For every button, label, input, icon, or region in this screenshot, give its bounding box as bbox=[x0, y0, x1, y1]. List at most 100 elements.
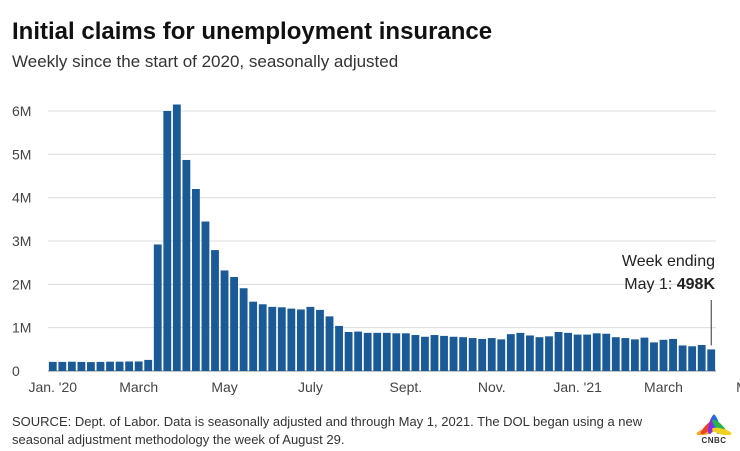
bar bbox=[516, 332, 525, 371]
y-tick-label: 0 bbox=[12, 363, 20, 379]
bar bbox=[411, 335, 420, 371]
bar bbox=[67, 361, 76, 371]
bar bbox=[192, 189, 200, 371]
bar bbox=[421, 336, 429, 371]
bar bbox=[373, 332, 382, 371]
bar bbox=[449, 336, 458, 371]
bar bbox=[669, 338, 677, 371]
x-tick-label: March bbox=[644, 379, 683, 395]
y-tick-label: 5M bbox=[12, 146, 31, 162]
cnbc-logo-text: CNBC bbox=[701, 436, 727, 445]
bar bbox=[592, 333, 601, 371]
bar bbox=[316, 309, 324, 371]
bars bbox=[48, 104, 716, 371]
bar bbox=[96, 361, 105, 371]
bar bbox=[697, 345, 706, 371]
bar bbox=[688, 346, 697, 371]
bar bbox=[459, 337, 468, 371]
x-tick-label: March bbox=[119, 379, 158, 395]
bar bbox=[182, 159, 191, 371]
bar bbox=[487, 338, 496, 371]
bar bbox=[640, 337, 649, 371]
bar bbox=[287, 308, 296, 371]
bar bbox=[392, 333, 401, 371]
bar bbox=[239, 288, 248, 371]
bar bbox=[48, 361, 57, 371]
bar bbox=[144, 359, 153, 371]
bar bbox=[468, 338, 477, 371]
bar bbox=[611, 337, 620, 371]
bar bbox=[77, 361, 86, 371]
annotation-value: 498K bbox=[676, 276, 715, 293]
bar bbox=[583, 334, 592, 371]
bar bbox=[659, 339, 668, 371]
bar bbox=[401, 333, 410, 371]
y-tick-label: 6M bbox=[12, 103, 31, 119]
bar bbox=[296, 309, 305, 371]
chart-title: Initial claims for unemployment insuranc… bbox=[12, 18, 493, 45]
bar bbox=[249, 301, 258, 371]
y-axis-ticks: 0 1M 2M 3M 4M 5M 6M bbox=[12, 103, 31, 379]
bar bbox=[564, 332, 572, 371]
bar bbox=[134, 361, 143, 371]
bar bbox=[220, 270, 229, 371]
peacock-feather bbox=[712, 427, 732, 435]
bar bbox=[602, 333, 611, 371]
bar bbox=[630, 339, 639, 371]
bar bbox=[382, 332, 391, 371]
bar bbox=[58, 361, 67, 371]
bar bbox=[430, 335, 439, 371]
y-tick-label: 4M bbox=[12, 190, 31, 206]
x-tick-label: May bbox=[736, 379, 740, 395]
x-tick-label: Nov. bbox=[478, 379, 506, 395]
bar bbox=[230, 276, 238, 371]
x-tick-label: Jan. '21 bbox=[553, 379, 602, 395]
bar bbox=[535, 337, 544, 371]
bar bbox=[497, 339, 506, 371]
bar bbox=[554, 332, 563, 371]
bar bbox=[506, 334, 515, 371]
bar bbox=[707, 349, 716, 371]
annotation-last-value: May 1: 498K bbox=[624, 276, 715, 294]
bar bbox=[306, 306, 315, 371]
grid-lines bbox=[48, 110, 716, 372]
bar bbox=[335, 325, 343, 371]
y-tick-label: 1M bbox=[12, 320, 31, 336]
bar bbox=[125, 361, 134, 371]
bar bbox=[172, 104, 181, 371]
x-tick-label: May bbox=[211, 379, 237, 395]
bar bbox=[650, 342, 658, 371]
bar bbox=[363, 332, 372, 371]
bar bbox=[678, 345, 687, 371]
cnbc-logo: CNBC bbox=[696, 411, 732, 445]
bar bbox=[201, 221, 210, 371]
peacock-icon bbox=[696, 414, 732, 435]
bar bbox=[621, 338, 630, 371]
bar bbox=[211, 250, 219, 371]
bar bbox=[163, 111, 172, 371]
bar bbox=[115, 361, 124, 371]
bar bbox=[325, 316, 334, 371]
bar bbox=[573, 334, 582, 371]
bar bbox=[258, 304, 267, 371]
bar bbox=[106, 361, 114, 371]
x-axis-ticks: Jan. '20 March May July Sept. Nov. Jan. '21 Mar… bbox=[28, 379, 740, 395]
annotation-date: May 1: bbox=[624, 276, 677, 293]
bar bbox=[440, 335, 448, 371]
bar bbox=[526, 335, 534, 371]
bar bbox=[153, 244, 162, 371]
y-tick-label: 3M bbox=[12, 233, 31, 249]
bar bbox=[478, 338, 487, 371]
bar bbox=[277, 307, 286, 371]
y-tick-label: 2M bbox=[12, 276, 31, 292]
x-tick-label: July bbox=[298, 379, 323, 395]
bar bbox=[268, 306, 277, 371]
x-tick-label: Jan. '20 bbox=[28, 379, 77, 395]
bar bbox=[545, 336, 553, 371]
annotation-week-ending: Week ending bbox=[621, 253, 715, 270]
source-note: SOURCE: Dept. of Labor. Data is seasonal… bbox=[12, 414, 643, 447]
bar bbox=[344, 332, 353, 371]
bar bbox=[87, 362, 95, 371]
bar bbox=[354, 331, 363, 371]
